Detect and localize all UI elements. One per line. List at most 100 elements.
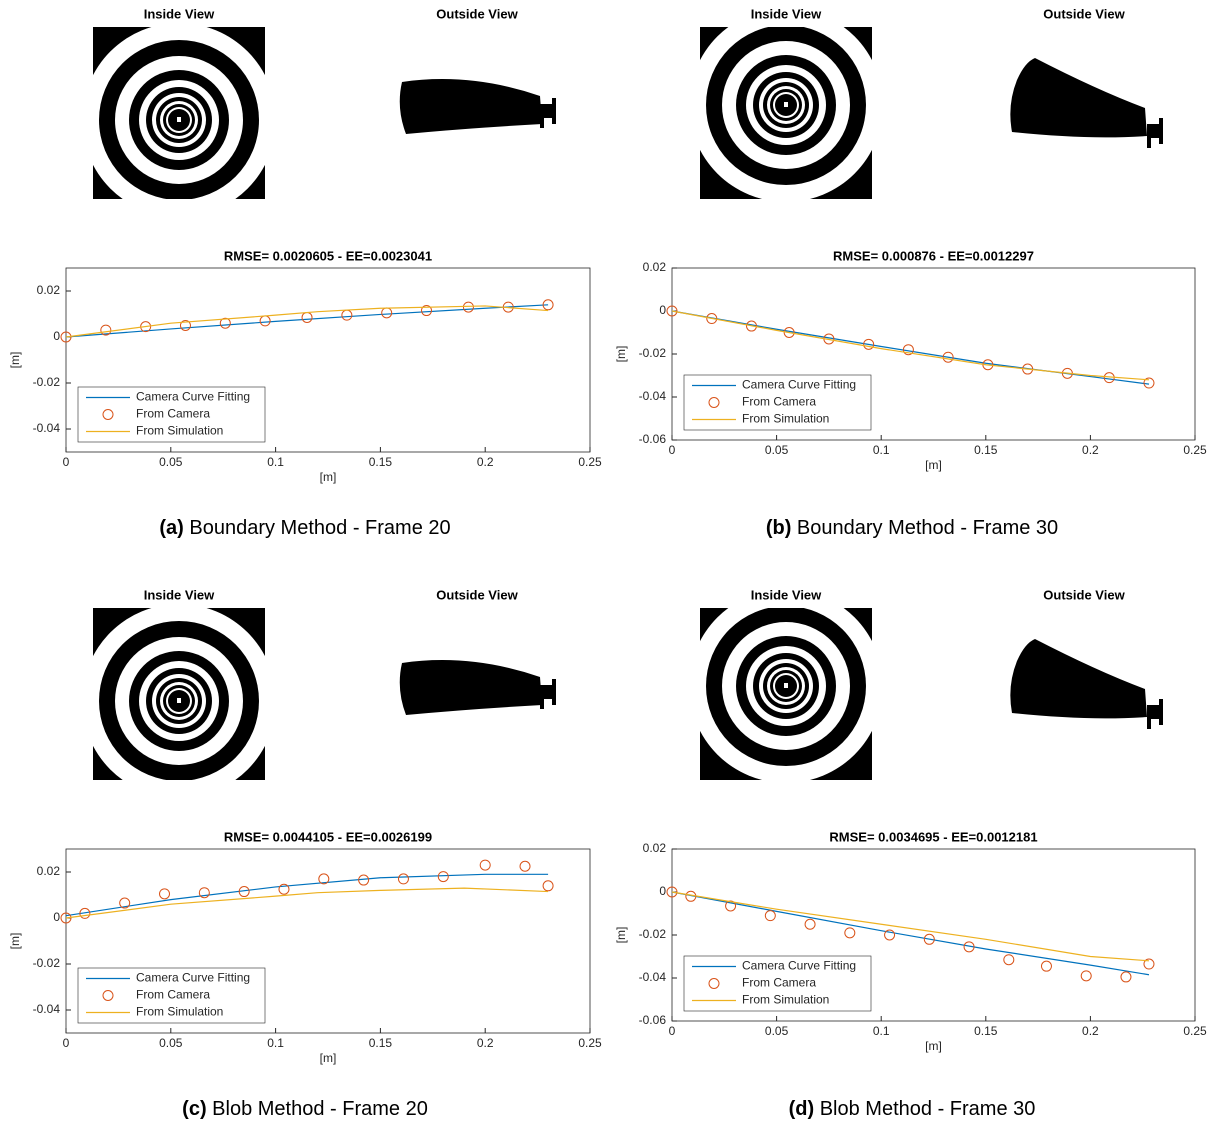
inside-view-image	[689, 589, 883, 783]
legend-label: From Simulation	[136, 1005, 223, 1019]
x-tick-label: 0.05	[765, 443, 789, 457]
y-axis-label: [m]	[614, 346, 628, 363]
image-title: Inside View	[144, 587, 215, 602]
y-tick-label: -0.04	[33, 421, 61, 435]
gripper	[540, 679, 556, 709]
panel: Inside View Outside View RMSE= 0.000876 - …	[614, 6, 1207, 539]
image-title: Outside View	[436, 6, 518, 21]
inside-view-image	[82, 23, 276, 217]
x-tick-label: 0.25	[578, 1036, 602, 1050]
x-tick-label: 0.1	[267, 455, 284, 469]
x-tick-label: 0.2	[477, 455, 494, 469]
y-tick-label: 0.02	[37, 283, 61, 297]
y-tick-label: -0.04	[639, 389, 667, 403]
y-tick-label: -0.02	[639, 346, 667, 360]
x-tick-label: 0	[669, 1024, 676, 1038]
caption-text: Blob Method - Frame 20	[212, 1098, 428, 1120]
x-tick-label: 0.1	[267, 1036, 284, 1050]
outside-view-image	[400, 660, 542, 715]
caption-text: Boundary Method - Frame 30	[797, 517, 1058, 539]
chart-title: RMSE= 0.0044105 - EE=0.0026199	[224, 829, 432, 844]
outside-view-image	[400, 79, 542, 134]
image-title: Inside View	[751, 587, 822, 602]
rings	[82, 23, 276, 217]
x-tick-label: 0.2	[1082, 443, 1099, 457]
x-tick-label: 0.15	[974, 1024, 998, 1038]
y-tick-label: 0	[659, 884, 666, 898]
image-title: Inside View	[751, 6, 822, 21]
outside-view-image	[1010, 58, 1147, 137]
x-tick-label: 0.1	[873, 443, 890, 457]
y-tick-label: -0.04	[33, 1002, 61, 1016]
legend-label: Camera Curve Fitting	[742, 378, 856, 392]
legend-label: Camera Curve Fitting	[742, 959, 856, 973]
x-tick-label: 0.15	[369, 1036, 393, 1050]
rings	[82, 604, 276, 798]
caption-label: (b)	[766, 517, 792, 539]
chart-title: RMSE= 0.0034695 - EE=0.0012181	[829, 829, 1037, 844]
rings	[689, 589, 883, 783]
inside-view-image	[689, 8, 883, 202]
gripper	[1147, 118, 1163, 148]
legend-label: From Camera	[136, 988, 210, 1002]
y-tick-label: -0.02	[33, 956, 61, 970]
caption: (d) Blob Method - Frame 30	[789, 1098, 1036, 1120]
rings	[689, 8, 883, 202]
x-axis-label: [m]	[320, 470, 337, 484]
legend-label: From Camera	[742, 395, 816, 409]
caption: (c) Blob Method - Frame 20	[182, 1098, 428, 1120]
x-tick-label: 0.25	[1183, 1024, 1207, 1038]
y-axis-label: [m]	[614, 927, 628, 944]
y-tick-label: -0.06	[639, 1013, 667, 1027]
outside-view-image	[1010, 639, 1147, 718]
x-tick-label: 0.05	[765, 1024, 789, 1038]
legend-label: From Simulation	[742, 993, 829, 1007]
x-tick-label: 0	[63, 455, 70, 469]
center-mark	[784, 102, 788, 107]
panel: Inside View Outside View RMSE= 0.0044105 -…	[8, 587, 602, 1120]
caption-text: Boundary Method - Frame 20	[189, 517, 450, 539]
legend-label: From Simulation	[742, 412, 829, 426]
caption-label: (c)	[182, 1098, 206, 1120]
center-mark	[784, 683, 788, 688]
image-title: Outside View	[1043, 6, 1125, 21]
x-axis-label: [m]	[925, 1039, 942, 1053]
y-tick-label: -0.04	[639, 970, 667, 984]
caption-label: (d)	[789, 1098, 815, 1120]
y-axis-label: [m]	[8, 933, 22, 950]
caption-text: Blob Method - Frame 30	[820, 1098, 1036, 1120]
gripper	[1147, 699, 1163, 729]
y-tick-label: -0.02	[33, 375, 61, 389]
x-tick-label: 0	[669, 443, 676, 457]
gripper	[540, 98, 556, 128]
x-tick-label: 0.05	[159, 1036, 183, 1050]
caption: (b) Boundary Method - Frame 30	[766, 517, 1058, 539]
x-tick-label: 0.1	[873, 1024, 890, 1038]
x-tick-label: 0.15	[974, 443, 998, 457]
y-tick-label: 0	[659, 303, 666, 317]
image-title: Outside View	[436, 587, 518, 602]
y-tick-label: -0.02	[639, 927, 667, 941]
x-tick-label: 0	[63, 1036, 70, 1050]
y-axis-label: [m]	[8, 352, 22, 369]
y-tick-label: 0	[53, 329, 60, 343]
x-tick-label: 0.25	[578, 455, 602, 469]
image-title: Inside View	[144, 6, 215, 21]
x-tick-label: 0.25	[1183, 443, 1207, 457]
center-mark	[177, 117, 181, 122]
y-tick-label: 0.02	[643, 841, 667, 855]
legend-label: From Camera	[136, 407, 210, 421]
legend-label: Camera Curve Fitting	[136, 971, 250, 985]
chart-title: RMSE= 0.0020605 - EE=0.0023041	[224, 248, 432, 263]
legend-label: Camera Curve Fitting	[136, 390, 250, 404]
panel: Inside View Outside View RMSE= 0.0020605 -…	[8, 6, 602, 539]
inside-view-image	[82, 604, 276, 798]
x-axis-label: [m]	[320, 1051, 337, 1065]
chart-title: RMSE= 0.000876 - EE=0.0012297	[833, 248, 1034, 263]
y-tick-label: 0	[53, 910, 60, 924]
y-tick-label: 0.02	[37, 864, 61, 878]
x-axis-label: [m]	[925, 458, 942, 472]
figure: Inside View Outside View RMSE= 0.0020605 -…	[0, 0, 1221, 1124]
legend-label: From Simulation	[136, 424, 223, 438]
